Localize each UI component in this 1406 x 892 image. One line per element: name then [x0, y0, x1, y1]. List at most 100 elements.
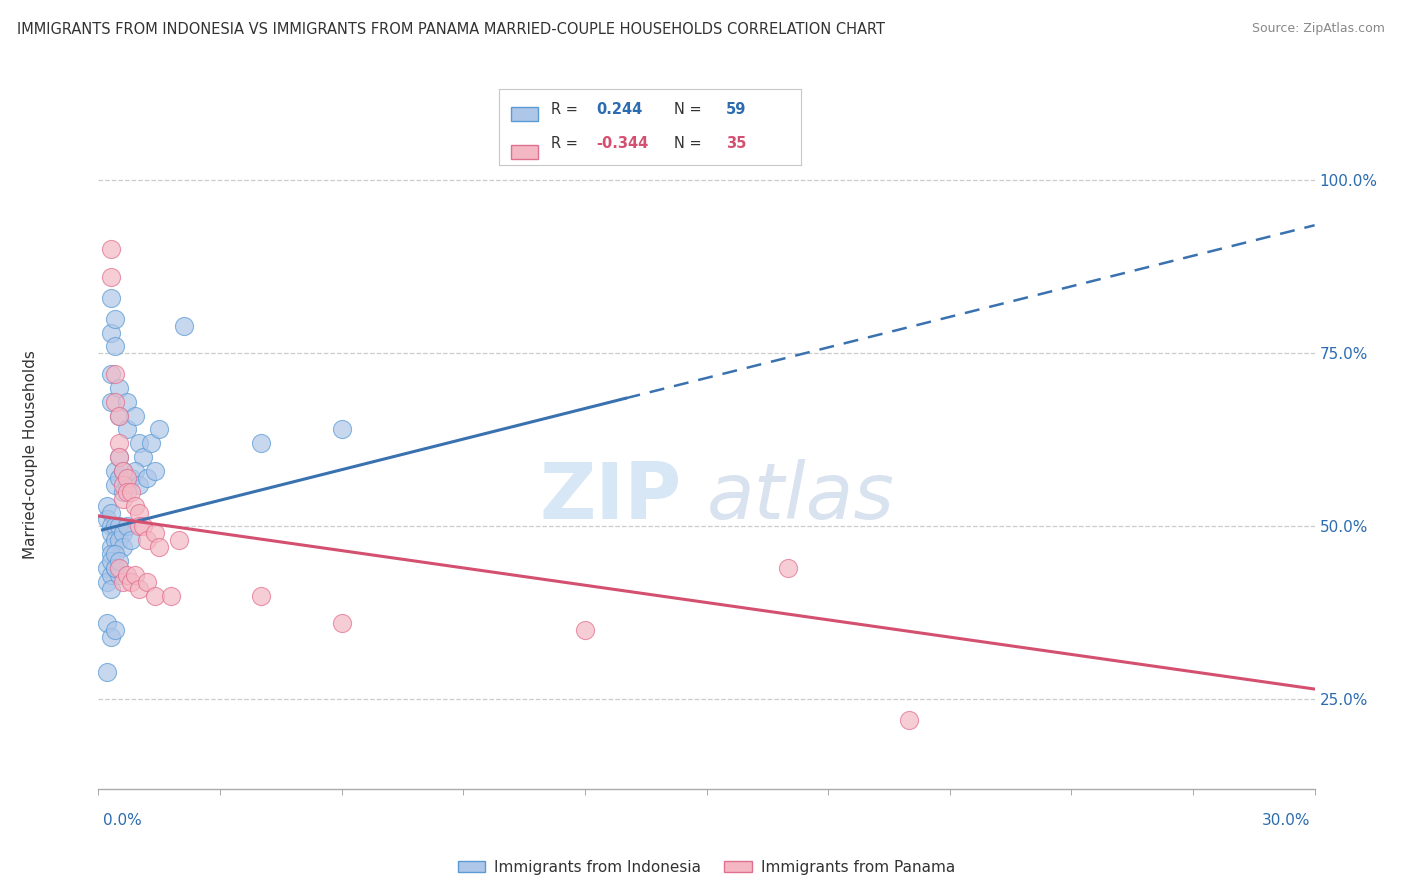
Point [111, 526, 134, 541]
Point [143, 526, 166, 541]
Text: N =: N = [675, 103, 702, 117]
Point [124, 567, 146, 582]
Point [136, 533, 159, 548]
Point [107, 567, 129, 582]
Point [107, 533, 129, 548]
FancyBboxPatch shape [512, 107, 538, 121]
Text: 0.244: 0.244 [596, 103, 643, 117]
Point [128, 478, 150, 492]
Text: Married-couple Households: Married-couple Households [24, 351, 38, 559]
Point [120, 484, 142, 499]
Point [574, 624, 596, 638]
Point [128, 519, 150, 533]
Text: -0.344: -0.344 [596, 136, 648, 152]
Point [132, 450, 155, 465]
Text: 59: 59 [725, 103, 747, 117]
Point [100, 630, 122, 644]
Point [136, 574, 159, 589]
Point [100, 547, 122, 561]
Point [107, 409, 129, 423]
Point [898, 713, 921, 727]
Point [111, 540, 134, 554]
Point [143, 464, 166, 478]
Point [249, 436, 271, 450]
Point [124, 499, 146, 513]
Point [330, 422, 353, 436]
Point [96, 512, 118, 526]
Point [139, 436, 162, 450]
Point [100, 243, 122, 257]
Point [96, 665, 118, 679]
Point [143, 589, 166, 603]
Point [124, 464, 146, 478]
Point [104, 478, 127, 492]
Point [160, 589, 183, 603]
Point [100, 582, 122, 596]
Point [107, 471, 129, 485]
Point [107, 436, 129, 450]
Point [100, 394, 122, 409]
Text: R =: R = [551, 136, 578, 152]
Text: 30.0%: 30.0% [1263, 814, 1310, 828]
Point [148, 540, 170, 554]
Point [96, 499, 118, 513]
Point [100, 326, 122, 340]
Point [104, 519, 127, 533]
Point [104, 339, 127, 353]
Point [107, 561, 129, 575]
Point [96, 561, 118, 575]
Point [132, 519, 155, 533]
Point [128, 506, 150, 520]
Point [104, 624, 127, 638]
Point [115, 567, 138, 582]
Point [249, 589, 271, 603]
FancyBboxPatch shape [512, 145, 538, 159]
Point [107, 554, 129, 568]
Text: Source: ZipAtlas.com: Source: ZipAtlas.com [1251, 22, 1385, 36]
Point [115, 394, 138, 409]
Point [104, 367, 127, 381]
Point [96, 616, 118, 631]
Point [104, 311, 127, 326]
Point [107, 381, 129, 395]
Point [111, 464, 134, 478]
Point [104, 547, 127, 561]
Point [120, 574, 142, 589]
Point [111, 491, 134, 506]
Point [100, 540, 122, 554]
Point [104, 561, 127, 575]
Point [169, 533, 191, 548]
Point [100, 567, 122, 582]
Point [107, 450, 129, 465]
Point [111, 464, 134, 478]
Legend: Immigrants from Indonesia, Immigrants from Panama: Immigrants from Indonesia, Immigrants fr… [451, 854, 962, 880]
Point [107, 450, 129, 465]
Point [136, 471, 159, 485]
Text: atlas: atlas [707, 459, 894, 535]
Text: N =: N = [675, 136, 702, 152]
Point [330, 616, 353, 631]
Text: 35: 35 [725, 136, 747, 152]
Point [115, 484, 138, 499]
Point [128, 436, 150, 450]
Text: ZIP: ZIP [540, 459, 682, 535]
Point [111, 478, 134, 492]
Point [100, 554, 122, 568]
Point [100, 367, 122, 381]
Point [115, 422, 138, 436]
Point [776, 561, 799, 575]
Point [128, 582, 150, 596]
Point [100, 291, 122, 305]
Point [107, 409, 129, 423]
Point [107, 519, 129, 533]
Point [100, 526, 122, 541]
Text: IMMIGRANTS FROM INDONESIA VS IMMIGRANTS FROM PANAMA MARRIED-COUPLE HOUSEHOLDS CO: IMMIGRANTS FROM INDONESIA VS IMMIGRANTS … [17, 22, 884, 37]
Point [124, 409, 146, 423]
Point [96, 574, 118, 589]
Point [104, 464, 127, 478]
Point [115, 478, 138, 492]
Point [100, 506, 122, 520]
Text: R =: R = [551, 103, 578, 117]
Text: 0.0%: 0.0% [103, 814, 142, 828]
Point [120, 471, 142, 485]
